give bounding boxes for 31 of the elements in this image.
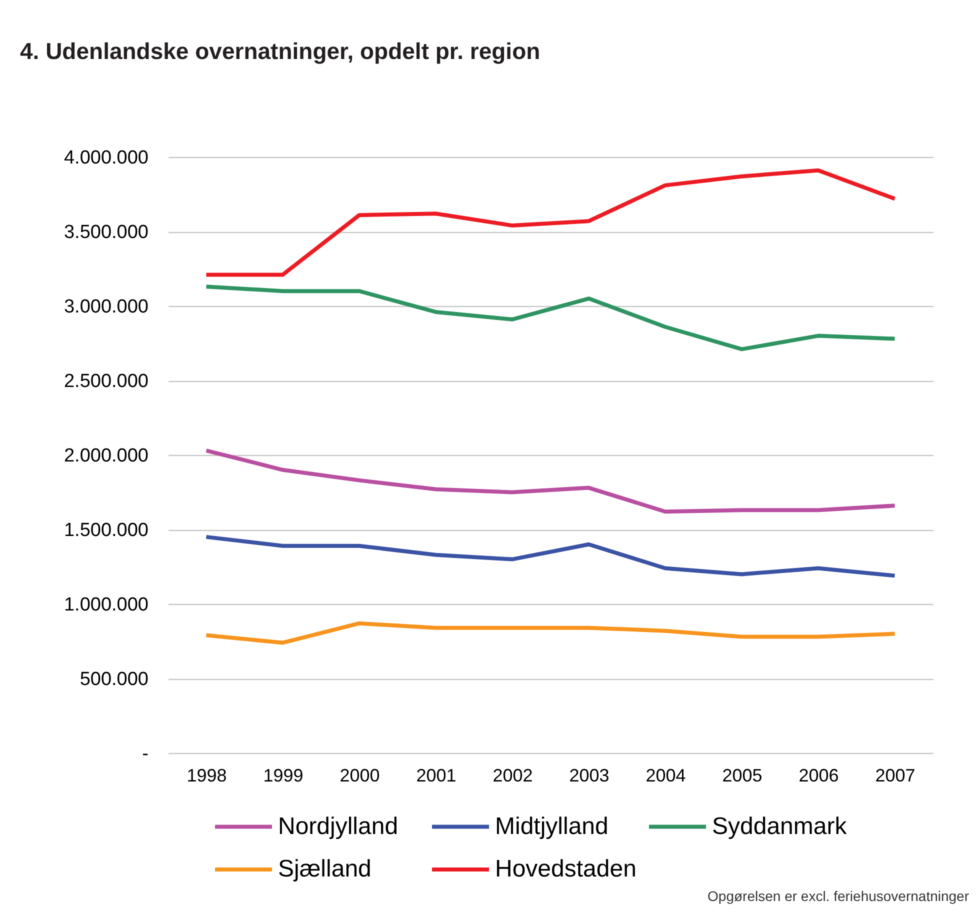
line-series — [204, 534, 897, 578]
y-tick-label: 2.000.000 — [64, 446, 148, 466]
x-tick-label: 1999 — [263, 766, 304, 786]
x-tick-label: 2001 — [416, 766, 456, 786]
chart-title: 4. Udenlandske overnatninger, opdelt pr. region — [20, 38, 540, 64]
y-tick-label: 1.000.000 — [64, 594, 148, 616]
y-tick-label: - — [142, 744, 148, 764]
legend-label: Hovedstaden — [495, 856, 636, 882]
y-tick-label: 4.000.000 — [64, 148, 148, 168]
x-tick-label: 2007 — [875, 766, 916, 786]
x-tick-label: 2000 — [340, 766, 380, 786]
legend-label: Sjælland — [278, 856, 372, 882]
y-tick-label: 3.000.000 — [64, 296, 148, 318]
x-tick-label: 2005 — [722, 766, 762, 786]
text: Opgørelsen er excl. feriehusovernatninger — [708, 888, 970, 904]
x-tick-label: 2003 — [569, 766, 610, 786]
line-series — [204, 168, 897, 277]
x-tick-label: 2006 — [798, 766, 839, 786]
legend-label: Syddanmark — [712, 812, 848, 840]
x-tick-label: 2004 — [646, 766, 686, 786]
y-tick-label: 3.500.000 — [64, 222, 148, 243]
line-series — [204, 284, 897, 352]
y-tick-label: 1.500.000 — [64, 520, 148, 541]
y-tick-label: 2.500.000 — [64, 371, 148, 392]
y-tick-label: 500.000 — [80, 669, 148, 690]
x-tick-label: 1998 — [186, 766, 227, 786]
line-series — [204, 621, 897, 645]
legend-label: Midtjylland — [495, 812, 608, 840]
x-tick-label: 2002 — [492, 766, 533, 786]
legend-label: Nordjylland — [278, 812, 398, 840]
line-series — [204, 448, 897, 514]
